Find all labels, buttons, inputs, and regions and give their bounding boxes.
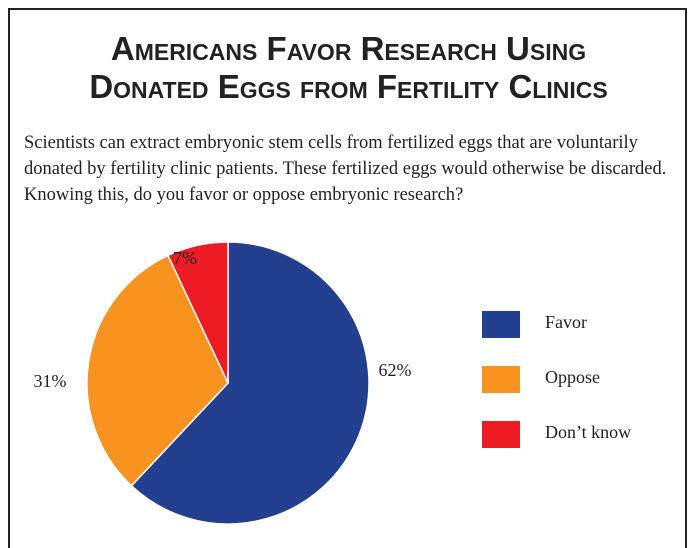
legend-swatch — [482, 311, 520, 338]
legend-label: Oppose — [545, 367, 600, 387]
title-line: Americans Favor Research Using — [110, 30, 587, 67]
data-label: 31% — [34, 371, 67, 391]
legend-swatch — [482, 366, 520, 393]
pie-slice — [130, 241, 370, 525]
data-label: 7% — [173, 248, 197, 268]
chart-title: Americans Favor Research Using Donated E… — [0, 30, 697, 106]
chart-subtitle: Scientists can extract embryonic stem ce… — [24, 133, 667, 205]
title-line: Donated Eggs from Fertility Clinics — [89, 68, 608, 105]
pie-slice — [166, 241, 229, 384]
legend-swatch — [482, 421, 520, 448]
legend-label: Don’t know — [545, 422, 631, 442]
legend-label: Favor — [545, 312, 587, 332]
frame — [8, 8, 687, 548]
data-label: 62% — [379, 360, 412, 380]
pie-slice — [86, 254, 229, 487]
